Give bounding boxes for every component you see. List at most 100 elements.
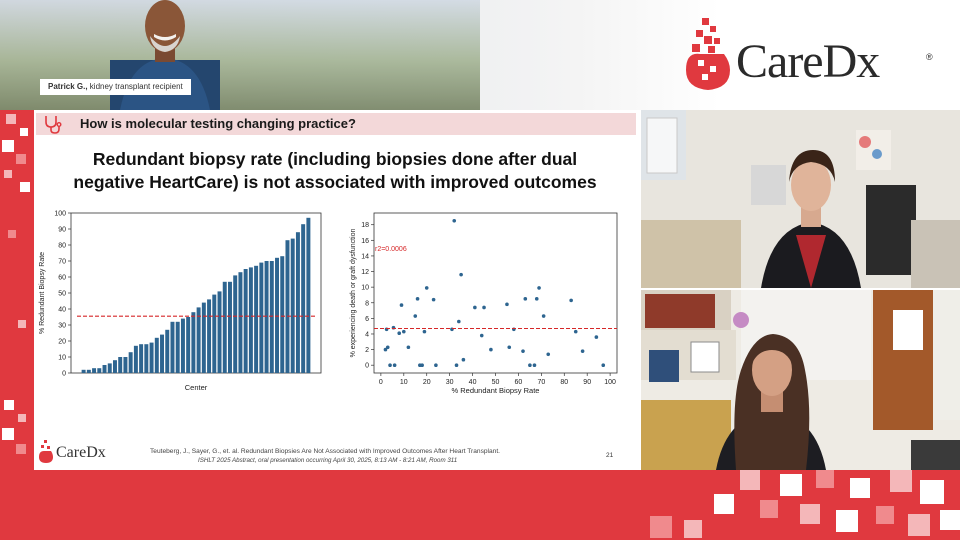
bar (149, 342, 154, 373)
bar (128, 352, 133, 373)
scatter-point (431, 297, 436, 302)
caredx-footer-logo-icon (39, 440, 53, 463)
plot-frame (373, 212, 618, 374)
bar (264, 261, 269, 373)
bar (222, 281, 227, 373)
bottom-pixel-pattern (650, 470, 960, 538)
bar (306, 217, 311, 373)
headline-line-1: Redundant biopsy rate (including biopsie… (92, 149, 578, 169)
scatter-point (507, 345, 512, 350)
y-axis-label: % experiencing death or graft dysfunctio… (350, 229, 357, 358)
bar (243, 269, 248, 373)
patient-figure (110, 0, 220, 110)
x-tick-label: 0 (379, 379, 383, 386)
x-tick-label: 60 (515, 379, 523, 386)
scatter-point (546, 352, 551, 357)
scatter-point (452, 219, 457, 223)
bar (139, 344, 144, 373)
scatter-point (580, 349, 585, 353)
bar (133, 345, 138, 373)
x-tick-label: 100 (604, 379, 616, 386)
scatter-point (415, 297, 420, 301)
x-axis-label: Center (185, 383, 208, 392)
photo-caption: Patrick G., kidney transplant recipient (40, 79, 191, 95)
x-tick-label: 80 (560, 379, 568, 386)
bar (248, 267, 253, 373)
caredx-logo-icon (686, 18, 730, 90)
scatter-point (523, 297, 528, 301)
bar (154, 337, 159, 373)
y-tick-label: 30 (58, 323, 66, 330)
bar (123, 357, 128, 373)
y-tick-label: 40 (58, 307, 66, 314)
bar (275, 257, 280, 373)
scatter-point (420, 363, 424, 367)
bar (285, 240, 290, 373)
y-tick-label: 0 (365, 363, 369, 370)
y-tick-label: 16 (361, 238, 369, 245)
scatter-point (399, 303, 404, 307)
bar (97, 368, 102, 373)
y-tick-label: 20 (58, 339, 66, 346)
bar (107, 363, 112, 373)
bar (175, 321, 180, 373)
caption-name: Patrick G., (48, 82, 88, 91)
scatter-point (422, 329, 427, 334)
bar (217, 291, 222, 373)
scatter-point (573, 329, 578, 334)
bar (201, 302, 206, 373)
x-tick-label: 70 (537, 379, 545, 386)
scatter-point (528, 363, 532, 367)
scatter-point (594, 335, 599, 339)
r-squared-annotation: r2=0.0006 (375, 246, 407, 253)
bar (212, 294, 217, 373)
scatter-point (402, 329, 406, 334)
bar (227, 281, 232, 373)
question-bar (36, 113, 636, 135)
y-tick-label: 18 (361, 222, 369, 229)
video-tile-participant-1[interactable] (641, 110, 960, 288)
registered-mark: ® (926, 52, 933, 62)
scatter-point (473, 305, 477, 310)
scatter-point (457, 319, 461, 324)
bar (144, 344, 149, 373)
x-tick-label: 30 (446, 379, 454, 386)
bar (191, 312, 196, 373)
y-tick-label: 10 (361, 285, 369, 292)
scatter-point (434, 363, 438, 367)
scatter-point (383, 347, 388, 352)
bar-chart-redundant-biopsy: 0 10 20 30 40 50 60 70 80 90 100 Center % Redundant … (39, 211, 322, 392)
scatter-point (385, 345, 390, 350)
x-tick-label: 90 (583, 379, 591, 386)
bar (196, 307, 201, 373)
bar (290, 238, 295, 373)
participant-2-video (641, 290, 960, 470)
video-tile-participant-2[interactable] (641, 290, 960, 470)
question-text: How is molecular testing changing practi… (80, 116, 356, 131)
y-tick-label: 14 (361, 253, 369, 260)
y-tick-label: 100 (54, 211, 66, 218)
scatter-point (505, 302, 509, 307)
bar (238, 272, 243, 373)
citation-line-2: ISHLT 2025 Abstract, oral presentation o… (198, 457, 458, 464)
bar (207, 299, 212, 373)
scatter-point (537, 286, 541, 290)
y-tick-label: 4 (365, 331, 369, 338)
bar (165, 329, 170, 373)
scatter-point (601, 363, 606, 367)
bar (112, 360, 117, 373)
scatter-point (569, 298, 573, 303)
x-tick-label: 10 (400, 379, 408, 386)
y-tick-label: 6 (365, 316, 369, 323)
scatter-point (534, 297, 539, 301)
x-tick-label: 20 (423, 379, 431, 386)
scatter-point (489, 347, 493, 352)
bar (118, 357, 123, 373)
scatter-point (459, 272, 463, 277)
y-tick-label: 10 (58, 355, 66, 362)
x-tick-label: 40 (469, 379, 477, 386)
participant-1-video (641, 110, 960, 288)
bar (301, 224, 306, 373)
bar (86, 369, 91, 373)
slide-headline: Redundant biopsy rate (including biopsie… (40, 148, 630, 194)
